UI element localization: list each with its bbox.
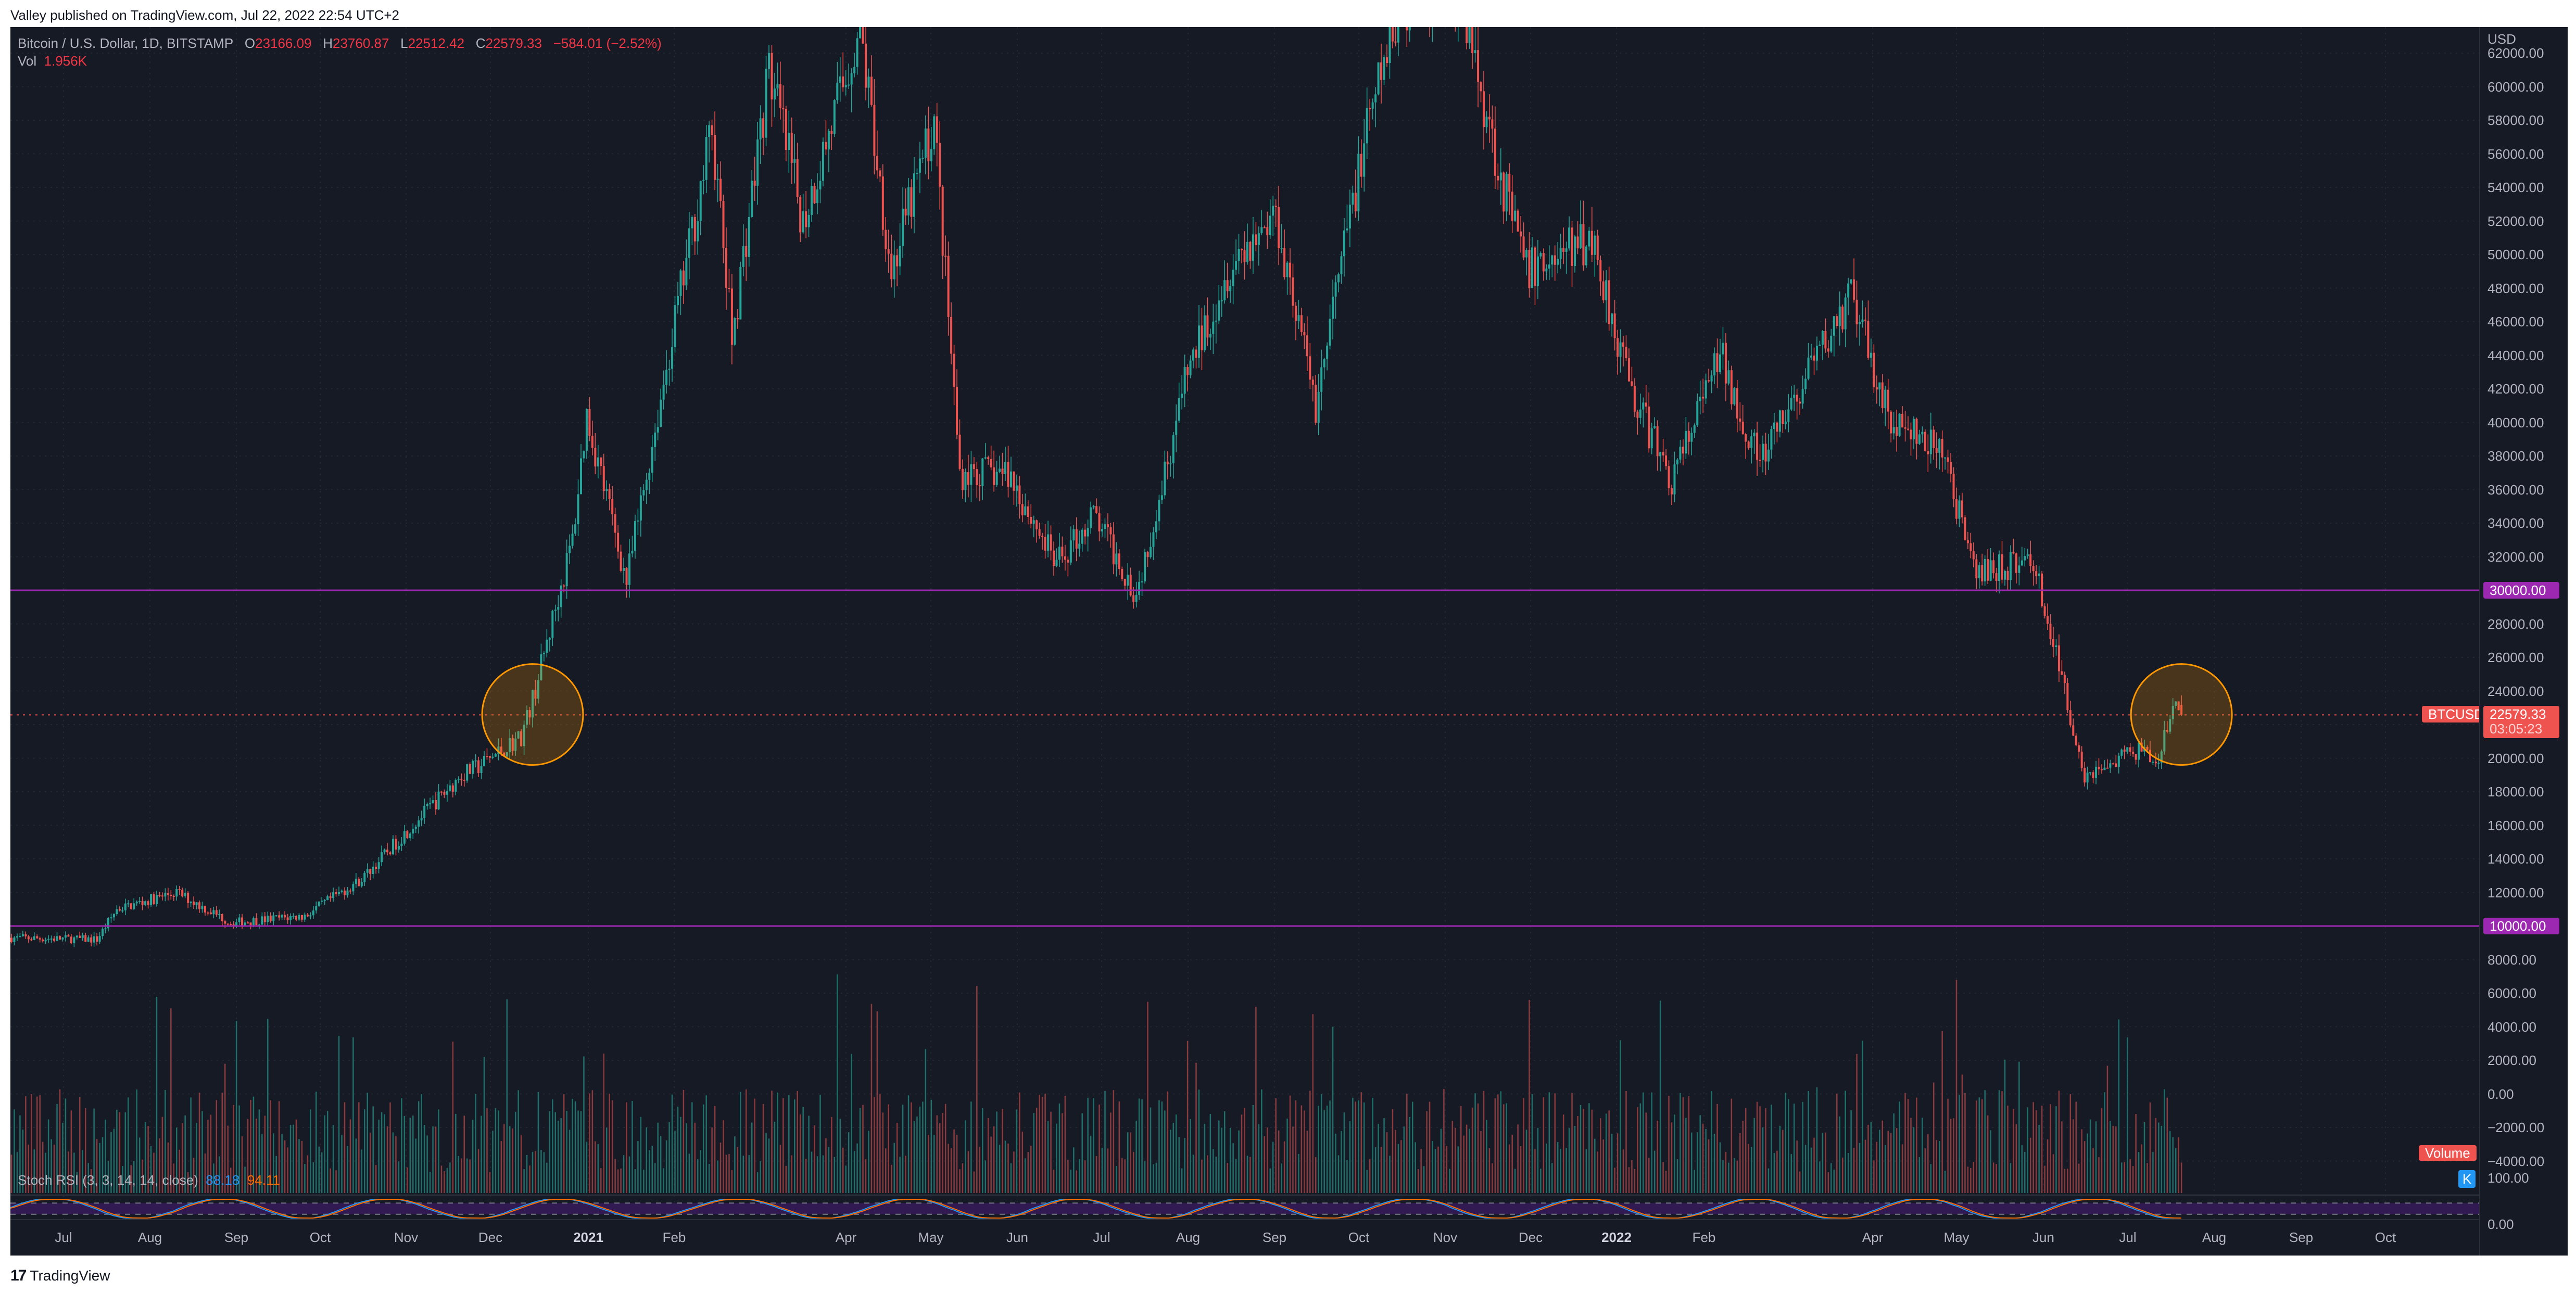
price-tick: 62000.00: [2487, 45, 2544, 61]
time-tick: Dec: [478, 1229, 503, 1245]
stoch-rsi-title: Stoch RSI (3, 3, 14, 14, close): [18, 1172, 198, 1188]
price-tick: 32000.00: [2487, 549, 2544, 565]
price-tick: 28000.00: [2487, 616, 2544, 632]
time-tick: Nov: [394, 1229, 419, 1245]
k-badge: K: [2458, 1170, 2476, 1188]
change-value: −584.01 (−2.52%): [553, 35, 662, 51]
candlestick-chart[interactable]: [10, 27, 2479, 1219]
price-tick: 40000.00: [2487, 414, 2544, 430]
price-tick: 2000.00: [2487, 1053, 2536, 1068]
price-axis[interactable]: USD 30000.00 10000.00 22579.33 03:05:23 …: [2479, 27, 2568, 1256]
price-tick: 54000.00: [2487, 180, 2544, 195]
price-tick: 18000.00: [2487, 784, 2544, 800]
price-tick: 36000.00: [2487, 481, 2544, 498]
time-tick: Sep: [2289, 1229, 2314, 1245]
currency-label: USD: [2487, 31, 2516, 47]
price-tick: 60000.00: [2487, 79, 2544, 95]
price-tick: 42000.00: [2487, 381, 2544, 397]
tradingview-footer[interactable]: 17 TradingView: [10, 1267, 110, 1285]
price-tick: −4000.00: [2487, 1153, 2545, 1169]
price-tick: 24000.00: [2487, 683, 2544, 699]
time-tick: Jul: [2119, 1229, 2137, 1245]
symbol-title: Bitcoin / U.S. Dollar, 1D, BITSTAMP: [18, 35, 234, 51]
time-tick: Oct: [1348, 1229, 1370, 1245]
price-tick: 6000.00: [2487, 985, 2536, 1001]
price-tick: 44000.00: [2487, 347, 2544, 363]
price-tick: 14000.00: [2487, 851, 2544, 867]
published-caption: Valley published on TradingView.com, Jul…: [10, 7, 400, 23]
time-tick: Feb: [1692, 1229, 1716, 1245]
countdown-value: 03:05:23: [2490, 721, 2543, 737]
stoch-axis-top: 100.00: [2487, 1170, 2529, 1186]
time-tick: Oct: [309, 1229, 331, 1245]
time-tick: Sep: [1262, 1229, 1287, 1245]
time-tick: May: [918, 1229, 944, 1245]
time-tick: Apr: [835, 1229, 857, 1245]
tradingview-logo-icon: 17: [10, 1267, 27, 1284]
price-tick: 52000.00: [2487, 213, 2544, 229]
stoch-d-value: 94.11: [247, 1172, 280, 1188]
time-tick: Jul: [1093, 1229, 1110, 1245]
price-tick: 48000.00: [2487, 280, 2544, 296]
low-value: 22512.42: [408, 35, 465, 51]
price-tick: 0.00: [2487, 1086, 2514, 1102]
price-tick: 20000.00: [2487, 750, 2544, 766]
price-tick: 50000.00: [2487, 247, 2544, 262]
price-tick: 12000.00: [2487, 884, 2544, 901]
price-tick: 46000.00: [2487, 314, 2544, 329]
stoch-axis-bottom: 0.00: [2487, 1216, 2514, 1232]
time-tick: May: [1943, 1229, 1969, 1245]
time-tick: Feb: [662, 1229, 686, 1245]
price-tick: 58000.00: [2487, 112, 2544, 128]
stoch-rsi-legend: Stoch RSI (3, 3, 14, 14, close) 88.18 94…: [18, 1172, 280, 1188]
time-tick: Jun: [2032, 1229, 2054, 1245]
stoch-k-value: 88.18: [206, 1172, 240, 1188]
last-price-tag: 22579.33 03:05:23: [2483, 706, 2559, 738]
last-price-value: 22579.33: [2490, 706, 2546, 722]
price-tick: 4000.00: [2487, 1019, 2536, 1035]
price-tick: −2000.00: [2487, 1120, 2545, 1135]
volume-indicator-tag[interactable]: Volume: [2419, 1145, 2477, 1161]
time-tick: Aug: [1176, 1229, 1201, 1245]
chart-container[interactable]: Bitcoin / U.S. Dollar, 1D, BITSTAMP O231…: [10, 27, 2568, 1257]
price-tick: 26000.00: [2487, 650, 2544, 665]
close-value: 22579.33: [485, 35, 542, 51]
high-value: 23760.87: [333, 35, 389, 51]
time-tick: Aug: [2202, 1229, 2227, 1245]
price-tick: 34000.00: [2487, 515, 2544, 531]
time-tick: Apr: [1862, 1229, 1884, 1245]
time-axis[interactable]: Jul Aug Sep Oct Nov Dec 2021 Feb Apr May Jun Jul Aug…: [10, 1219, 2479, 1257]
volume-label: Vol: [18, 53, 37, 69]
tradingview-brand: TradingView: [30, 1267, 110, 1284]
price-plot[interactable]: Bitcoin / U.S. Dollar, 1D, BITSTAMP O231…: [10, 27, 2490, 1257]
price-tick: 56000.00: [2487, 146, 2544, 162]
hline-tag-10000: 10000.00: [2483, 918, 2559, 934]
time-tick: Aug: [137, 1229, 162, 1245]
open-value: 23166.09: [255, 35, 312, 51]
symbol-legend: Bitcoin / U.S. Dollar, 1D, BITSTAMP O231…: [18, 35, 662, 69]
btcusd-symbol-tag: BTCUSD: [2422, 706, 2490, 722]
volume-value: 1.956K: [44, 53, 87, 69]
price-tick: 38000.00: [2487, 448, 2544, 464]
time-tick: Sep: [224, 1229, 249, 1245]
time-tick: Nov: [1433, 1229, 1458, 1245]
price-tick: 16000.00: [2487, 817, 2544, 833]
price-tick: 8000.00: [2487, 952, 2536, 968]
time-tick: Jun: [1006, 1229, 1028, 1245]
time-tick: Jul: [55, 1229, 72, 1245]
time-tick: 2022: [1601, 1229, 1632, 1245]
time-tick: 2021: [573, 1229, 603, 1245]
hline-tag-30000: 30000.00: [2483, 582, 2559, 599]
time-tick: Oct: [2375, 1229, 2396, 1245]
time-tick: Dec: [1518, 1229, 1543, 1245]
